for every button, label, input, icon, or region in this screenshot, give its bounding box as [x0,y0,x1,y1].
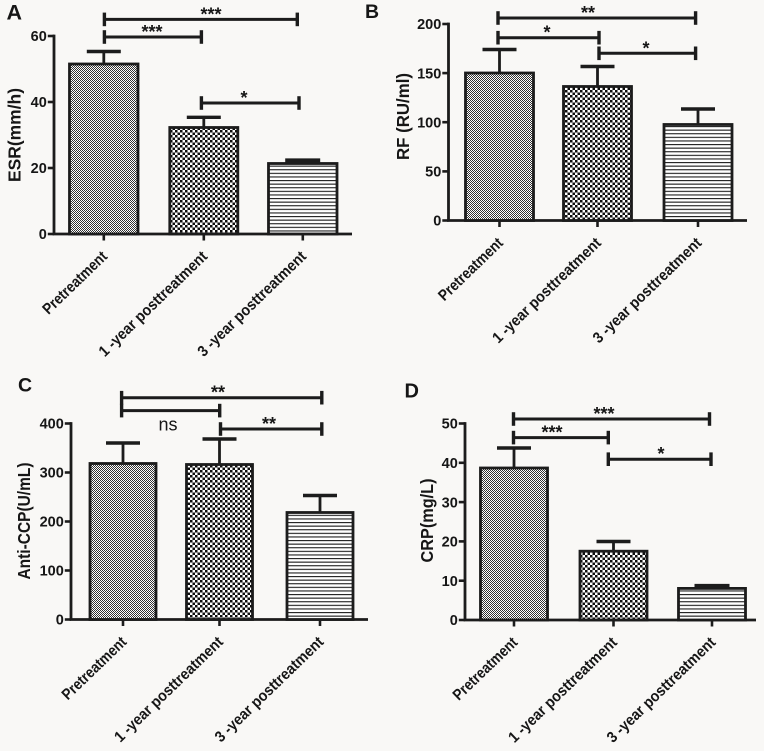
svg-text:20: 20 [31,161,47,177]
svg-text:400: 400 [40,417,64,433]
svg-text:D: D [405,381,419,403]
svg-text:A: A [7,1,23,25]
svg-text:20: 20 [442,535,458,551]
svg-text:*: * [240,88,247,108]
svg-text:40: 40 [442,456,458,472]
svg-text:0: 0 [39,227,47,243]
svg-text:50: 50 [442,417,458,433]
svg-text:100: 100 [40,564,64,580]
svg-text:60: 60 [31,29,47,45]
svg-text:300: 300 [40,466,64,482]
svg-text:ESR(mm/h): ESR(mm/h) [5,88,25,182]
svg-text:0: 0 [433,214,441,230]
svg-text:*: * [657,444,664,464]
svg-text:Anti-CCP(U/mL): Anti-CCP(U/mL) [14,463,34,580]
svg-text:0: 0 [450,613,458,629]
svg-text:***: *** [141,22,162,42]
svg-text:40: 40 [31,95,47,111]
svg-text:CRP(mg/L): CRP(mg/L) [417,479,437,563]
svg-text:50: 50 [425,165,441,181]
svg-text:C: C [18,375,32,397]
svg-text:ns: ns [158,415,177,435]
svg-text:200: 200 [40,515,64,531]
svg-text:**: ** [581,3,595,23]
svg-text:***: *** [541,423,562,443]
svg-text:**: ** [262,414,276,434]
svg-text:10: 10 [442,574,458,590]
svg-text:30: 30 [442,495,458,511]
svg-text:150: 150 [417,66,441,82]
svg-text:100: 100 [417,116,441,132]
svg-text:***: *** [593,404,614,424]
svg-text:**: ** [211,383,225,403]
svg-text:0: 0 [56,613,64,629]
svg-text:200: 200 [417,17,441,33]
svg-text:RF (RU/ml): RF (RU/ml) [393,73,413,160]
svg-text:*: * [543,23,550,43]
svg-text:B: B [365,1,379,23]
svg-text:*: * [642,38,649,58]
svg-text:***: *** [200,4,221,24]
